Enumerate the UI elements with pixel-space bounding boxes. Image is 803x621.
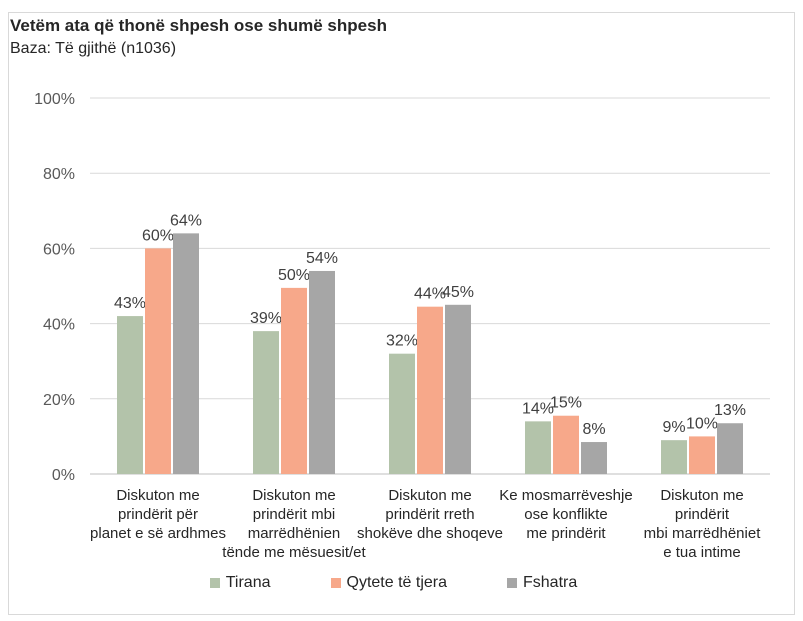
data-label: 14% [522, 400, 554, 417]
legend-swatch [330, 578, 341, 588]
data-label: 13% [714, 402, 746, 419]
x-category-label-line: prindërit mbi [253, 506, 336, 523]
x-category-label-line: Diskuton me [388, 487, 471, 504]
y-tick-label: 0% [52, 467, 75, 484]
x-category-label-line: Diskuton me [660, 487, 743, 504]
legend-label: Fshatra [523, 574, 578, 591]
bar [309, 270, 335, 474]
x-category-label-line: ose konflikte [524, 506, 607, 523]
data-label: 45% [442, 284, 474, 301]
data-label: 10% [686, 415, 718, 432]
x-category-label-line: me prindërit [526, 525, 606, 542]
legend-label: Qytete të tjera [346, 574, 448, 591]
legend-label: Tirana [225, 574, 271, 591]
data-label: 50% [278, 267, 310, 284]
bar [281, 287, 307, 474]
x-category-label: Diskuton me prindërit mbi marrëdhëniet e tu… [644, 487, 762, 561]
chart-subtitle: Baza: Të gjithë (n1036) [10, 40, 177, 57]
x-category-label-line: Ke mosmarrëveshje [499, 487, 632, 504]
x-category-label: Ke mosmarrëveshje ose konflikte me prindër… [499, 487, 632, 542]
chart-legend: Tirana Qytete të tjera Fshatra [0, 574, 787, 592]
x-category-label-line: Diskuton me [252, 487, 335, 504]
bar [689, 436, 715, 474]
data-label: 60% [142, 227, 174, 244]
x-category-label: Diskuton me prindërit për planet e së ardh… [90, 487, 226, 542]
bar [389, 353, 415, 474]
x-category-label: Diskuton me prindërit mbi marrëdhënien tënd… [222, 487, 366, 561]
x-category-label-line: prindërit për [118, 506, 198, 523]
legend-item: Fshatra [507, 574, 577, 592]
y-tick-label: 20% [43, 392, 75, 409]
x-category-label-line: marrëdhënien [248, 525, 341, 542]
data-label: 39% [250, 310, 282, 327]
x-category-label: Diskuton me prindërit rreth shokëve dhe sh… [357, 487, 503, 542]
data-label: 15% [550, 395, 582, 412]
data-label: 44% [414, 286, 446, 303]
data-label: 8% [582, 421, 605, 438]
x-category-label-line: shokëve dhe shoqeve [357, 525, 503, 542]
bar [117, 316, 143, 474]
bar-chart: 0%20%40%60%80%100%43%60%64%Diskuton me pr… [34, 91, 770, 561]
x-category-label-line: prindërit [675, 506, 730, 523]
y-tick-label: 100% [34, 91, 75, 108]
x-category-label-line: tënde me mësuesit/et [222, 544, 366, 561]
y-tick-label: 80% [43, 166, 75, 183]
y-tick-label: 40% [43, 317, 75, 334]
bar [581, 442, 607, 474]
bar [717, 423, 743, 474]
data-label: 54% [306, 250, 338, 267]
bar [417, 306, 443, 474]
x-category-label-line: mbi marrëdhëniet [644, 525, 762, 542]
x-category-label-line: Diskuton me [116, 487, 199, 504]
data-label: 32% [386, 333, 418, 350]
chart-frame [8, 12, 795, 615]
y-tick-label: 60% [43, 241, 75, 258]
bar [173, 233, 199, 474]
bar [553, 415, 579, 474]
bar [525, 421, 551, 474]
bar [445, 304, 471, 474]
bar [253, 331, 279, 474]
legend-swatch [507, 578, 517, 588]
x-category-label-line: prindërit rreth [385, 506, 474, 523]
x-category-label-line: e tua intime [663, 544, 741, 561]
x-category-label-line: planet e së ardhmes [90, 525, 226, 542]
data-label: 9% [662, 419, 685, 436]
chart-title: Vetëm ata që thonë shpesh ose shumë shpe… [10, 16, 387, 35]
legend-item: Tirana [209, 574, 271, 592]
bar [661, 440, 687, 474]
data-label: 64% [170, 212, 202, 229]
bar [145, 248, 171, 474]
legend-swatch [209, 578, 220, 588]
legend-item: Qytete të tjera [330, 574, 448, 592]
data-label: 43% [114, 295, 146, 312]
